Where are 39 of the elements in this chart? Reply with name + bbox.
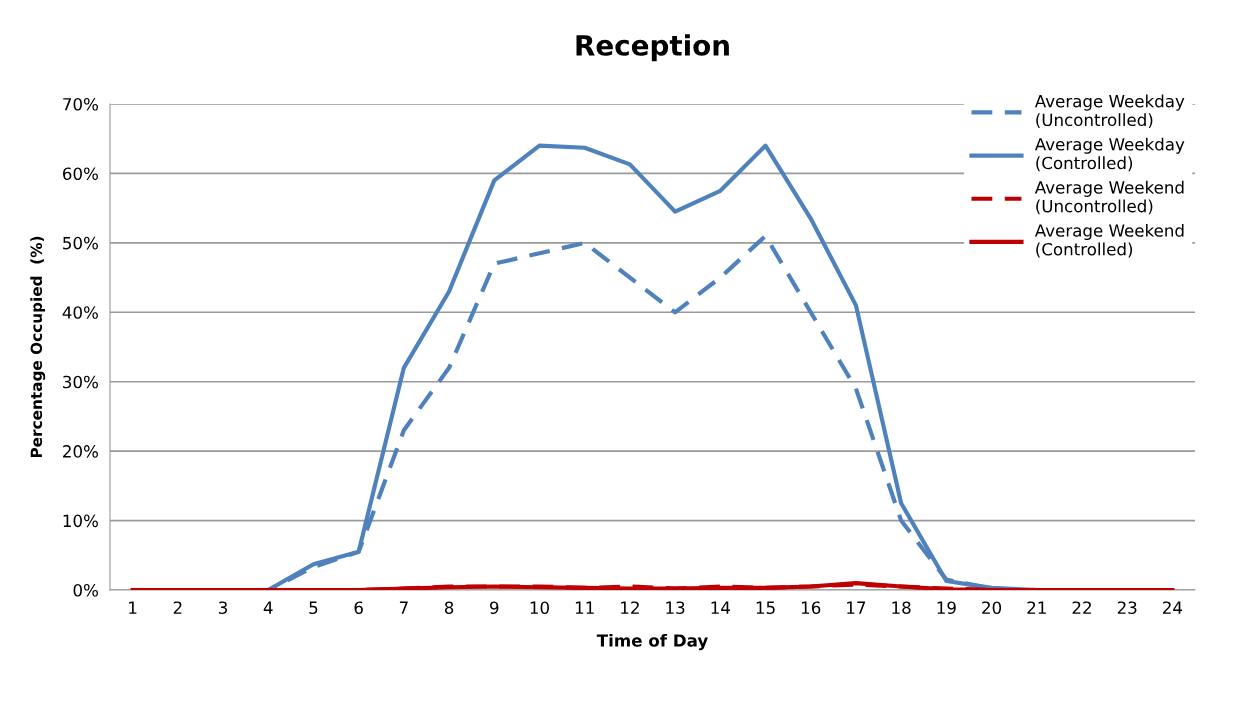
y-tick-label: 20%: [63, 445, 98, 458]
x-tick-label: 9: [490, 601, 499, 615]
y-axis-title: Percentage Occupied (%): [30, 236, 46, 458]
y-tick-label: 50%: [63, 236, 98, 250]
x-tick-label: 5: [309, 601, 318, 615]
x-tick-label: 18: [892, 601, 911, 615]
x-tick-label: 17: [847, 601, 866, 614]
x-tick-label: 10: [530, 601, 549, 615]
x-tick-label: 4: [263, 601, 273, 614]
x-tick-label: 11: [575, 601, 594, 614]
x-tick-label: 21: [1027, 601, 1046, 614]
x-tick-label: 2: [173, 601, 182, 614]
x-tick-label: 15: [756, 601, 775, 615]
x-tick-label: 20: [982, 601, 1002, 615]
y-tick-label: 70%: [63, 97, 98, 111]
x-tick-label: 6: [354, 601, 363, 615]
x-tick-label: 14: [711, 601, 730, 614]
x-tick-label: 8: [444, 601, 454, 615]
x-tick-label: 3: [218, 601, 227, 615]
x-tick-label: 13: [666, 601, 685, 615]
x-tick-label: 23: [1117, 601, 1137, 615]
y-tick-label: 0%: [73, 583, 98, 597]
legend-label: Average Weekend (Controlled): [1034, 223, 1184, 258]
y-tick-label: 10%: [63, 514, 98, 528]
legend-label: Average Weekday (Controlled): [1034, 137, 1185, 172]
x-tick-label: 24: [1163, 601, 1183, 614]
x-tick-label: 12: [621, 601, 639, 614]
y-tick-label: 40%: [62, 306, 98, 319]
x-tick-label: 19: [937, 601, 956, 615]
y-tick-label: 60%: [63, 167, 98, 180]
x-tick-label: 16: [801, 601, 821, 615]
legend-label: Average Weekend (Uncontrolled): [1034, 180, 1184, 215]
x-axis-title: Time of Day: [596, 633, 708, 651]
x-tick-label: 7: [399, 601, 408, 614]
x-tick-label: 1: [129, 601, 137, 614]
y-tick-label: 30%: [63, 375, 98, 389]
x-tick-label: 22: [1072, 601, 1091, 614]
legend-label: Average Weekday (Uncontrolled): [1034, 94, 1185, 129]
chart-title: Reception: [576, 34, 729, 62]
